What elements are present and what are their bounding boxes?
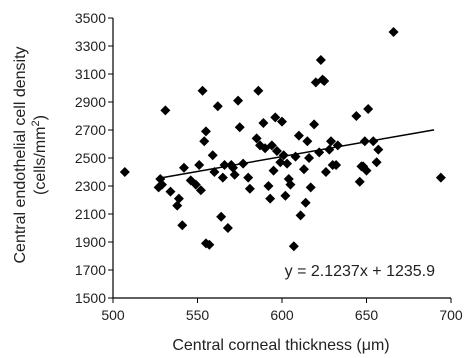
data-point: [298, 164, 309, 175]
data-point: [199, 136, 210, 147]
data-point: [280, 190, 291, 201]
data-point: [234, 122, 245, 133]
data-point: [265, 193, 276, 204]
data-point: [388, 27, 399, 37]
y-tick-label: 2300: [75, 178, 106, 194]
x-tick-label: 550: [186, 307, 210, 323]
y-axis-unit-superscript: 2: [30, 120, 42, 126]
data-point: [253, 85, 264, 96]
data-point: [229, 169, 240, 180]
data-point: [326, 136, 337, 147]
data-point: [177, 220, 188, 231]
data-point: [268, 165, 279, 176]
data-point: [363, 104, 374, 114]
data-point: [354, 176, 365, 187]
data-point: [282, 158, 293, 169]
data-point: [195, 185, 206, 196]
data-point: [302, 136, 313, 147]
x-tick-label: 600: [270, 307, 294, 323]
data-point: [315, 55, 326, 65]
y-tick-label: 2900: [75, 94, 106, 110]
data-point: [300, 197, 311, 208]
data-point: [293, 130, 304, 141]
data-point: [278, 150, 289, 161]
data-point: [244, 183, 255, 194]
data-points: [119, 27, 446, 252]
data-point: [305, 182, 316, 193]
axes: [108, 17, 452, 303]
data-point: [216, 211, 227, 222]
data-point: [319, 76, 330, 86]
data-point: [351, 111, 362, 121]
y-tick-label: 3500: [75, 10, 106, 26]
trendline: [160, 129, 435, 179]
data-point: [277, 116, 287, 127]
y-tick-label: 3300: [75, 38, 106, 54]
y-axis-unit: (cells/mm: [32, 127, 49, 195]
y-tick-label: 2500: [75, 150, 106, 166]
data-point: [197, 85, 208, 96]
data-point: [320, 167, 331, 177]
y-tick-label: 2700: [75, 122, 106, 138]
data-point: [233, 95, 244, 106]
data-point: [266, 140, 277, 151]
data-point: [304, 153, 315, 163]
data-point: [200, 126, 211, 137]
data-point: [361, 165, 372, 176]
data-point: [285, 179, 296, 190]
data-point: [373, 144, 384, 155]
data-point: [309, 119, 320, 130]
data-point: [194, 160, 205, 170]
data-point: [119, 167, 130, 177]
x-axis-title: Central corneal thickness (μm): [172, 337, 389, 354]
data-point: [258, 118, 269, 128]
y-axis-title-line1: Central endothelial cell density: [12, 46, 29, 263]
y-axis-title-line2: (cells/mm2): [30, 115, 49, 195]
data-point: [371, 157, 382, 168]
data-point: [217, 172, 228, 183]
data-point: [271, 146, 282, 156]
regression-equation: y = 2.1237x + 1235.9: [285, 263, 435, 280]
data-point: [331, 160, 342, 170]
data-point: [212, 101, 223, 112]
data-point: [190, 179, 201, 190]
data-point: [173, 193, 184, 204]
y-tick-label: 1900: [75, 234, 106, 250]
data-point: [243, 172, 254, 183]
data-point: [172, 200, 183, 211]
data-point: [222, 223, 233, 233]
data-point: [160, 105, 171, 116]
data-point: [435, 172, 446, 183]
x-tick-label: 700: [439, 307, 463, 323]
data-point: [165, 186, 176, 197]
y-tick-label: 1500: [75, 290, 106, 306]
y-tick-label: 3100: [75, 66, 106, 82]
data-point: [263, 181, 274, 191]
data-point: [207, 150, 218, 161]
data-point: [295, 210, 306, 221]
data-point: [359, 136, 370, 147]
y-tick-label: 1700: [75, 262, 106, 278]
data-point: [251, 133, 262, 144]
data-point: [157, 179, 168, 190]
data-point: [275, 157, 286, 168]
data-point: [204, 239, 215, 250]
data-point: [270, 112, 281, 123]
x-tick-label: 500: [101, 307, 125, 323]
data-point: [178, 162, 189, 173]
y-tick-label: 2100: [75, 206, 106, 222]
tick-labels: 1500 1700 1900 2100 2300 2500 2700 2900 3100 3300…: [75, 10, 463, 323]
x-tick-label: 650: [355, 307, 379, 323]
y-axis-unit-close: ): [32, 115, 49, 120]
data-point: [288, 241, 299, 252]
